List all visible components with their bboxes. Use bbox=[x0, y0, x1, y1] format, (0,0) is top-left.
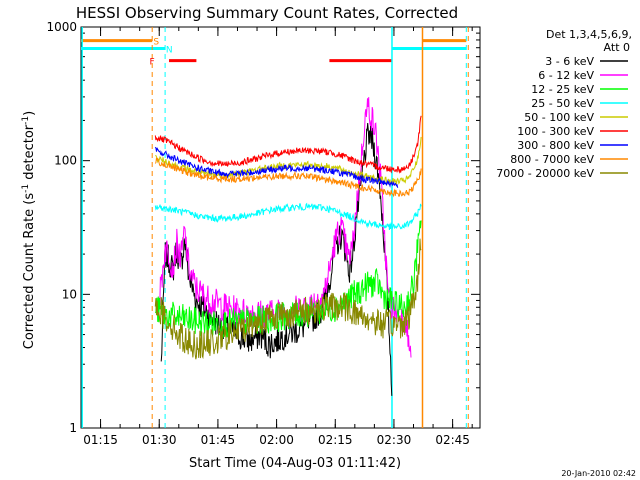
series-line-4 bbox=[155, 136, 422, 185]
flag-annotation-label: S bbox=[153, 38, 159, 48]
y-tick-label: 1 bbox=[69, 421, 77, 435]
flag-annotation-label: N bbox=[166, 46, 173, 56]
series-line-8 bbox=[154, 238, 422, 360]
legend-item-label: 100 - 300 keV bbox=[517, 125, 594, 138]
x-tick-label: 02:15 bbox=[318, 433, 353, 447]
y-tick-label: 100 bbox=[54, 154, 77, 168]
series-line-7 bbox=[154, 157, 422, 198]
y-axis-label-sup1: -1 bbox=[21, 184, 31, 193]
footer-date: 20-Jan-2010 02:42 bbox=[561, 469, 636, 478]
plot-frame bbox=[80, 26, 481, 429]
legend-item-label: 6 - 12 keV bbox=[538, 69, 594, 82]
series-line-3 bbox=[154, 202, 422, 231]
legend-item-label: 50 - 100 keV bbox=[524, 111, 594, 124]
y-axis-label-main: Corrected Count Rate (s bbox=[22, 193, 37, 350]
y-axis-label: Corrected Count Rate (s-1 detector-1) bbox=[21, 111, 37, 349]
flag-annotation-label: F bbox=[149, 58, 154, 68]
series-line-6 bbox=[154, 146, 399, 188]
series-line-5 bbox=[154, 115, 422, 174]
x-tick-label: 02:00 bbox=[259, 433, 294, 447]
chart-title: HESSI Observing Summary Count Rates, Cor… bbox=[76, 4, 458, 22]
x-axis-label: Start Time (04-Aug-03 01:11:42) bbox=[189, 456, 401, 471]
legend-header-line1: Det 1,3,4,5,6,9, bbox=[546, 28, 632, 41]
y-axis-label-sup2: -1 bbox=[21, 116, 31, 125]
x-tick-label: 02:45 bbox=[435, 433, 470, 447]
legend-item-label: 7000 - 20000 keV bbox=[496, 167, 594, 180]
x-tick-label: 01:15 bbox=[83, 433, 118, 447]
legend-item-label: 3 - 6 keV bbox=[545, 55, 594, 68]
legend-header-line2: Att 0 bbox=[604, 41, 630, 54]
legend-item-label: 12 - 25 keV bbox=[531, 83, 594, 96]
legend-item-label: 300 - 800 keV bbox=[517, 139, 594, 152]
y-tick-label: 10 bbox=[62, 287, 77, 301]
x-tick-label: 01:30 bbox=[142, 433, 177, 447]
y-axis-label-mid: detector bbox=[22, 124, 37, 184]
legend-item-label: 800 - 7000 keV bbox=[510, 153, 594, 166]
y-tick-label: 1000 bbox=[46, 20, 77, 34]
x-tick-label: 01:45 bbox=[201, 433, 236, 447]
plot-area: 1 10 100 1000 01:15 01:30 01:45 02:00 02:15 02:30… bbox=[46, 20, 481, 447]
legend-item-label: 25 - 50 keV bbox=[531, 97, 594, 110]
y-axis-label-end: ) bbox=[22, 111, 37, 116]
x-tick-label: 02:30 bbox=[377, 433, 412, 447]
